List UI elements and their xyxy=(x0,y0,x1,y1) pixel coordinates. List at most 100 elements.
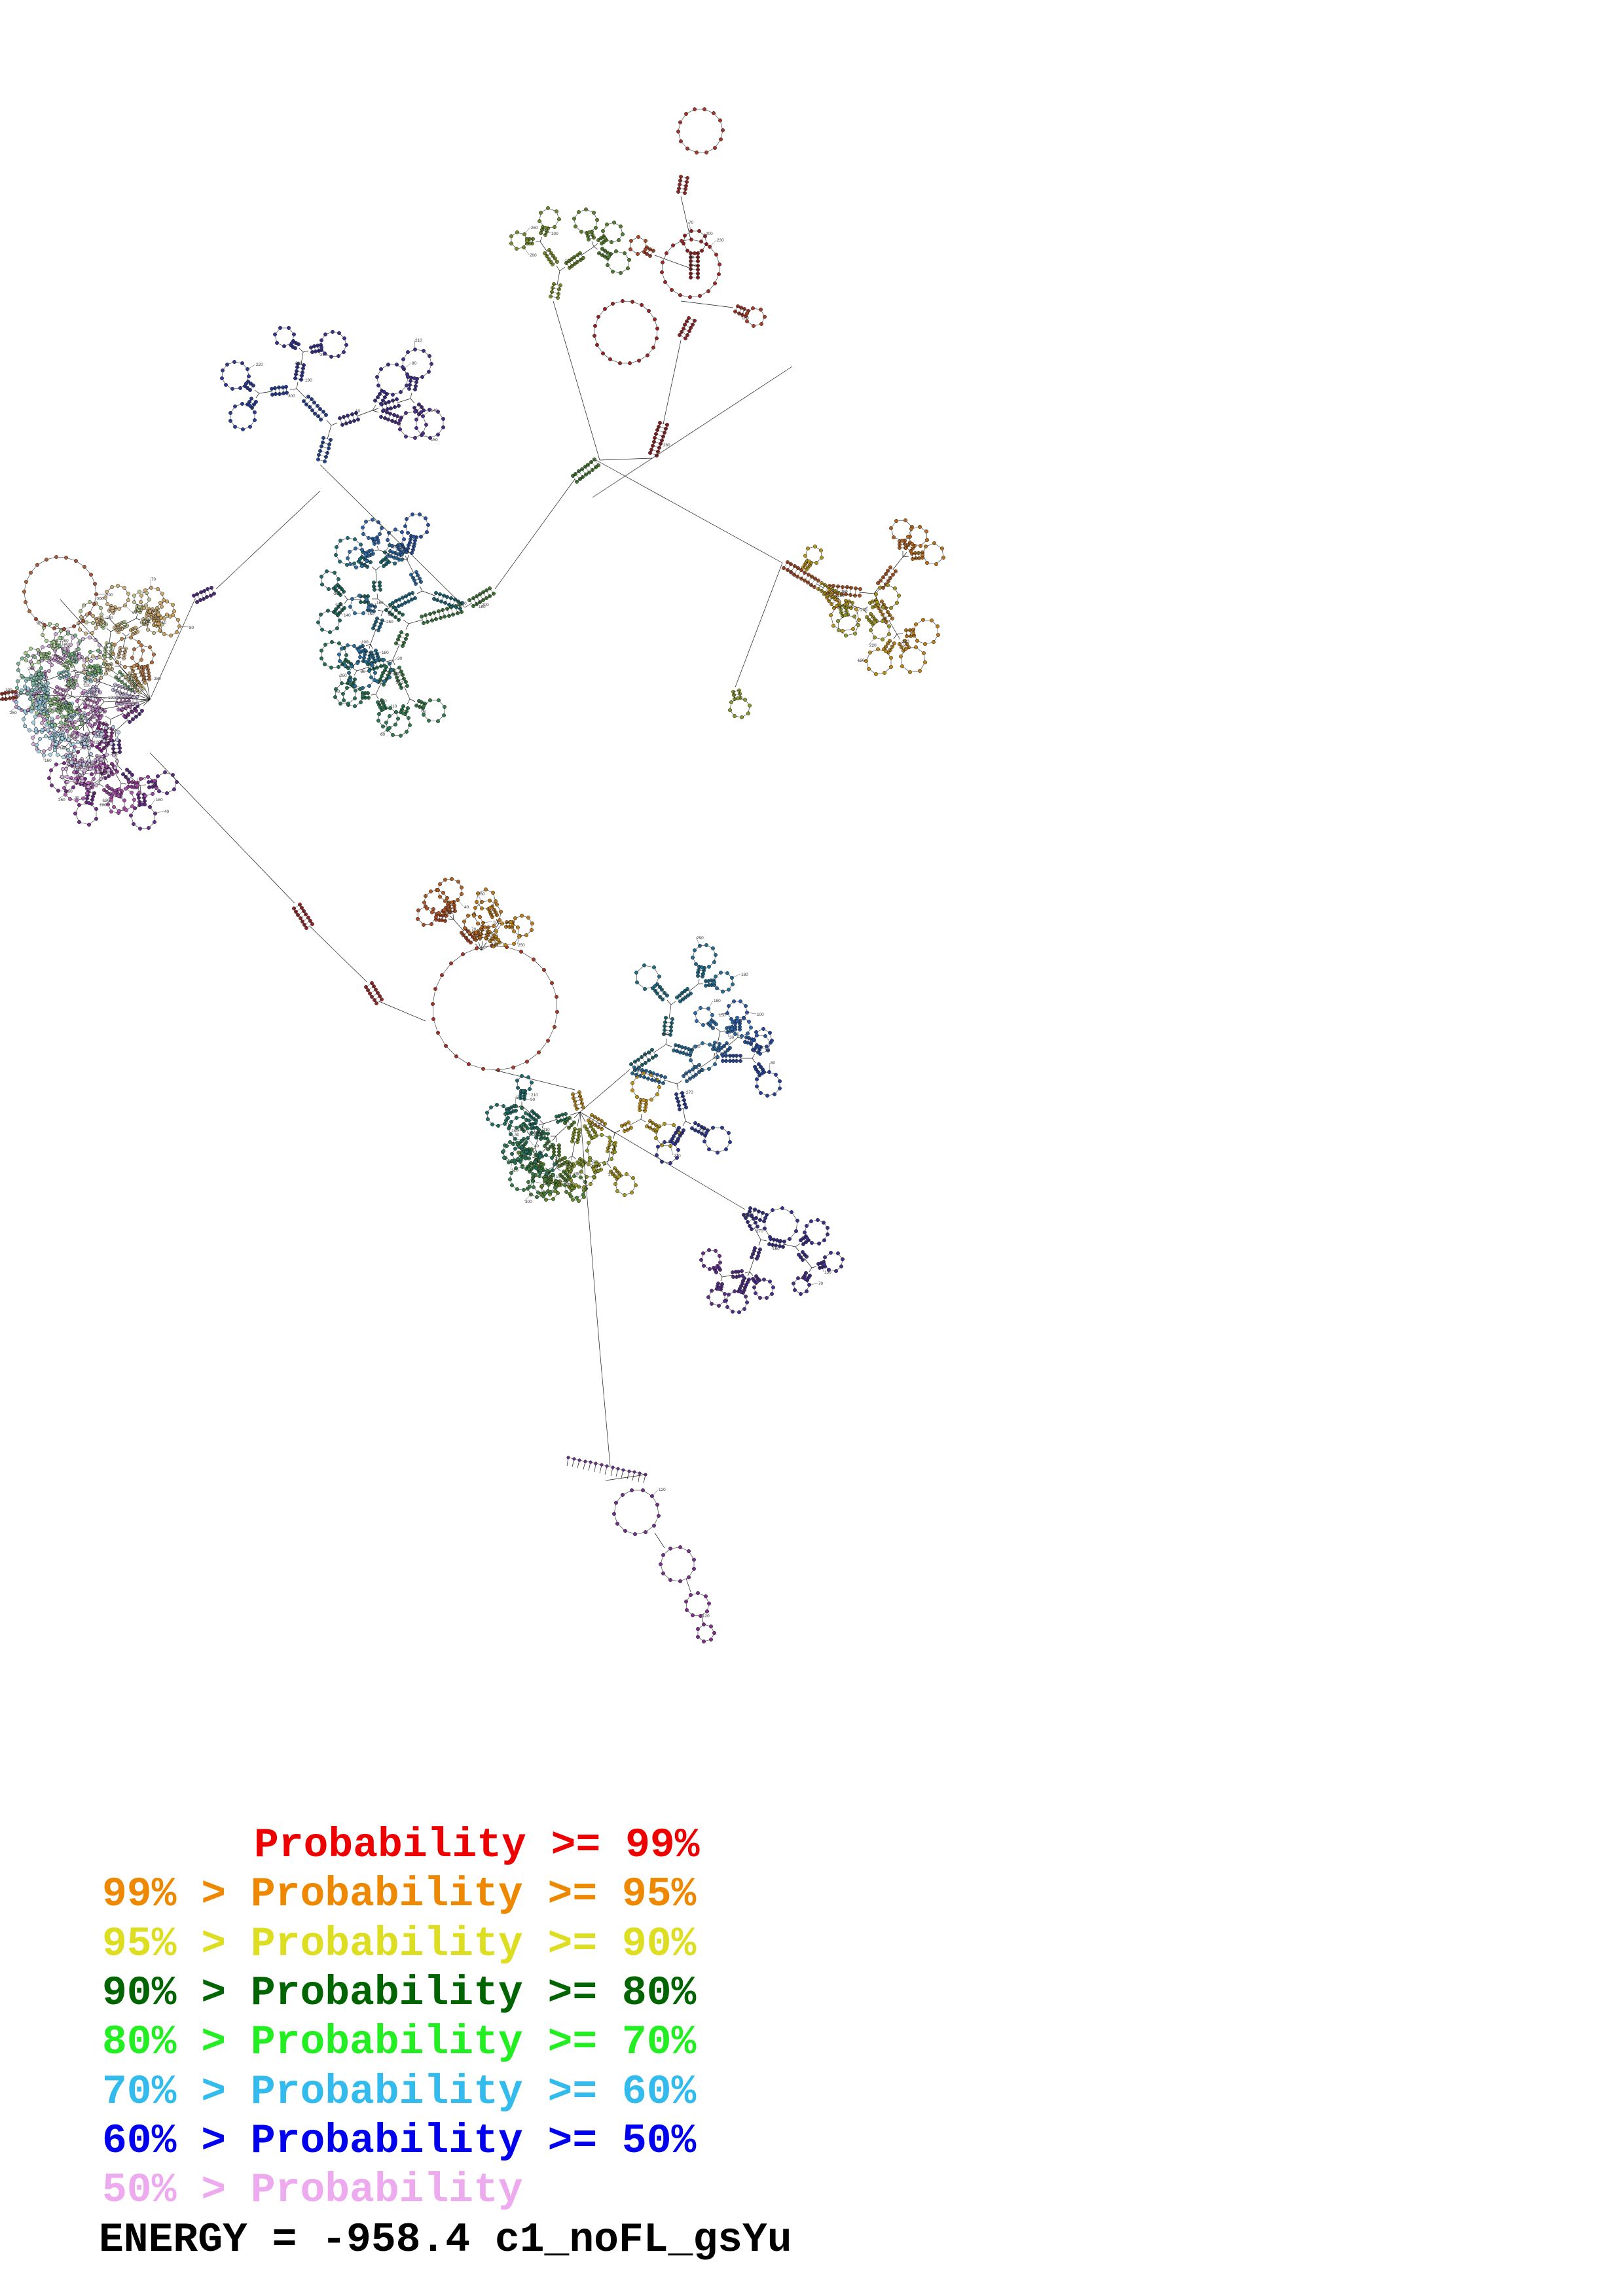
svg-text:80: 80 xyxy=(361,670,366,674)
svg-text:270: 270 xyxy=(686,1090,693,1095)
svg-text:300: 300 xyxy=(525,1200,532,1204)
svg-text:220: 220 xyxy=(860,608,867,613)
svg-text:100: 100 xyxy=(5,688,12,692)
svg-text:130: 130 xyxy=(116,693,123,698)
svg-text:260: 260 xyxy=(58,798,65,802)
svg-text:10: 10 xyxy=(356,409,361,414)
svg-text:70: 70 xyxy=(151,577,156,582)
svg-text:140: 140 xyxy=(28,666,35,671)
svg-text:30: 30 xyxy=(555,1157,560,1161)
svg-text:120: 120 xyxy=(702,1614,710,1619)
svg-text:40: 40 xyxy=(464,905,469,910)
svg-text:100: 100 xyxy=(361,640,369,645)
svg-text:110: 110 xyxy=(368,652,375,656)
svg-text:60: 60 xyxy=(380,732,386,737)
svg-text:270: 270 xyxy=(536,1131,543,1136)
svg-text:280: 280 xyxy=(154,677,161,681)
svg-text:Probability >= 99%: Probability >= 99% xyxy=(254,1822,700,1869)
svg-text:70: 70 xyxy=(818,1282,824,1286)
svg-text:180: 180 xyxy=(156,798,163,802)
svg-text:100: 100 xyxy=(551,232,558,236)
svg-text:290: 290 xyxy=(97,597,104,601)
svg-text:140: 140 xyxy=(344,613,351,618)
svg-text:220: 220 xyxy=(869,643,877,648)
svg-text:30: 30 xyxy=(397,656,403,661)
svg-text:290: 290 xyxy=(106,593,113,598)
svg-text:150: 150 xyxy=(719,1013,726,1018)
svg-text:280: 280 xyxy=(699,1127,706,1132)
svg-text:290: 290 xyxy=(697,936,704,941)
svg-text:220: 220 xyxy=(256,363,263,367)
svg-text:10: 10 xyxy=(76,773,81,778)
svg-text:260: 260 xyxy=(340,673,347,678)
svg-text:250: 250 xyxy=(10,711,17,715)
svg-text:170: 170 xyxy=(689,264,697,268)
svg-text:150: 150 xyxy=(94,697,101,702)
svg-text:170: 170 xyxy=(595,1123,602,1128)
svg-text:80% > Probability >= 70%: 80% > Probability >= 70% xyxy=(102,2019,697,2066)
svg-text:270: 270 xyxy=(543,1181,550,1186)
svg-text:120: 120 xyxy=(94,740,101,745)
svg-text:190: 190 xyxy=(305,378,312,383)
svg-text:100: 100 xyxy=(757,1013,764,1017)
svg-text:210: 210 xyxy=(491,943,498,948)
svg-text:80: 80 xyxy=(771,1061,776,1066)
svg-text:10: 10 xyxy=(162,620,167,625)
svg-text:30: 30 xyxy=(689,255,695,260)
svg-text:230: 230 xyxy=(717,238,724,243)
svg-text:140: 140 xyxy=(380,699,387,704)
svg-text:110: 110 xyxy=(115,676,122,681)
svg-text:190: 190 xyxy=(60,746,67,751)
svg-text:200: 200 xyxy=(530,253,537,258)
svg-text:70% > Probability >= 60%: 70% > Probability >= 60% xyxy=(102,2069,697,2115)
svg-text:160: 160 xyxy=(376,601,384,605)
svg-text:240: 240 xyxy=(393,672,401,677)
svg-text:180: 180 xyxy=(714,999,721,1003)
svg-text:70: 70 xyxy=(689,221,694,225)
svg-text:90% > Probability >= 80%: 90% > Probability >= 80% xyxy=(102,1970,697,2017)
svg-text:280: 280 xyxy=(511,1129,519,1134)
svg-text:20: 20 xyxy=(58,725,64,730)
svg-text:240: 240 xyxy=(64,702,71,706)
svg-text:ENERGY = -958.4 c1_noFL_gsYu: ENERGY = -958.4 c1_noFL_gsYu xyxy=(99,2217,792,2263)
svg-text:10: 10 xyxy=(92,791,97,796)
svg-text:140: 140 xyxy=(431,408,438,413)
svg-text:30: 30 xyxy=(515,1133,520,1138)
svg-text:60: 60 xyxy=(132,611,137,615)
svg-text:110: 110 xyxy=(84,683,91,688)
svg-text:180: 180 xyxy=(741,973,748,977)
svg-text:150: 150 xyxy=(431,438,438,442)
svg-text:40: 40 xyxy=(164,810,170,814)
svg-text:210: 210 xyxy=(415,338,422,343)
svg-text:220: 220 xyxy=(902,639,909,644)
svg-text:80: 80 xyxy=(189,626,194,630)
svg-text:290: 290 xyxy=(564,1162,572,1167)
svg-text:280: 280 xyxy=(841,590,848,594)
svg-text:99% > Probability >= 95%: 99% > Probability >= 95% xyxy=(102,1871,697,1918)
svg-text:40: 40 xyxy=(534,1144,539,1149)
svg-text:190: 190 xyxy=(100,721,107,726)
svg-text:80: 80 xyxy=(412,361,417,366)
svg-text:90: 90 xyxy=(530,1098,536,1102)
svg-text:160: 160 xyxy=(67,734,75,739)
svg-text:80: 80 xyxy=(753,1209,758,1213)
svg-text:180: 180 xyxy=(367,612,374,617)
svg-text:30: 30 xyxy=(729,1035,735,1040)
svg-text:180: 180 xyxy=(479,605,486,609)
svg-text:250: 250 xyxy=(518,943,525,948)
svg-text:280: 280 xyxy=(62,639,69,643)
svg-text:160: 160 xyxy=(65,789,73,794)
svg-text:120: 120 xyxy=(659,1488,666,1492)
svg-text:300: 300 xyxy=(288,394,295,399)
svg-text:50: 50 xyxy=(765,1048,771,1052)
svg-text:50% > Probability: 50% > Probability xyxy=(102,2167,523,2214)
svg-text:160: 160 xyxy=(45,759,52,763)
svg-text:260: 260 xyxy=(531,226,538,230)
svg-text:300: 300 xyxy=(334,592,341,596)
svg-text:250: 250 xyxy=(386,620,393,624)
svg-text:210: 210 xyxy=(531,1093,538,1098)
svg-text:180: 180 xyxy=(382,651,389,655)
svg-text:120: 120 xyxy=(511,1168,519,1173)
svg-text:200: 200 xyxy=(706,232,713,236)
svg-text:60% > Probability >= 50%: 60% > Probability >= 50% xyxy=(102,2118,697,2164)
